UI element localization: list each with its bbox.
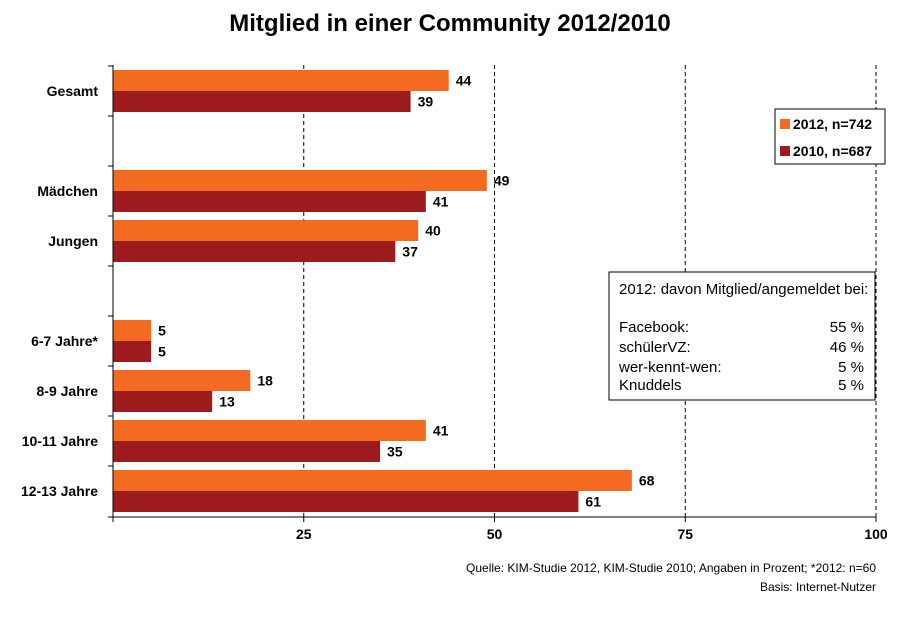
category-label: 6-7 Jahre* xyxy=(31,333,98,349)
source-note: Quelle: KIM-Studie 2012, KIM-Studie 2010… xyxy=(466,561,876,575)
bar-2010 xyxy=(113,91,411,112)
category-label: 8-9 Jahre xyxy=(37,383,99,399)
x-tick-label: 50 xyxy=(487,526,503,542)
bar-2012 xyxy=(113,70,449,91)
category-label: Mädchen xyxy=(37,183,98,199)
info-box-frame xyxy=(608,271,876,401)
data-label: 13 xyxy=(219,394,235,410)
info-box: 2012: davon Mitglied/angemeldet bei: Fac… xyxy=(608,271,876,401)
bars xyxy=(113,70,632,512)
x-tick-label: 25 xyxy=(296,526,312,542)
legend-label-2010: 2010, n=687 xyxy=(793,143,872,159)
legend-box xyxy=(774,108,886,165)
data-label: 35 xyxy=(387,444,403,460)
legend-label-2012: 2012, n=742 xyxy=(793,116,872,132)
info-row-label: Knuddels xyxy=(619,377,682,394)
legend-swatch-2010 xyxy=(780,146,790,156)
data-label: 41 xyxy=(433,423,449,439)
basis-note: Basis: Internet-Nutzer xyxy=(760,580,876,594)
bar-2012 xyxy=(113,220,419,241)
x-tick-label: 100 xyxy=(864,526,888,542)
info-row-value: 46 % xyxy=(830,339,864,356)
info-row-value: 5 % xyxy=(838,377,864,394)
info-box-heading: 2012: davon Mitglied/angemeldet bei: xyxy=(619,281,868,298)
bar-2010 xyxy=(113,391,213,412)
bar-2012 xyxy=(113,320,152,341)
bar-2010 xyxy=(113,191,426,212)
info-row-value: 5 % xyxy=(838,359,864,376)
bar-2010 xyxy=(113,341,152,362)
data-label: 49 xyxy=(494,173,510,189)
category-label: Jungen xyxy=(48,233,98,249)
data-label: 18 xyxy=(257,373,273,389)
bar-2012 xyxy=(113,420,426,441)
data-label: 5 xyxy=(158,323,166,339)
bar-2012 xyxy=(113,370,251,391)
bar-2012 xyxy=(113,470,632,491)
data-label: 5 xyxy=(158,344,166,360)
x-tick-label: 75 xyxy=(677,526,693,542)
data-label: 37 xyxy=(402,244,418,260)
bar-2010 xyxy=(113,241,396,262)
data-label: 39 xyxy=(418,94,434,110)
category-label: 12-13 Jahre xyxy=(21,483,98,499)
labels: 44 39 Gesamt 49 41 Mädchen 40 37 Jungen 5 5 6-7 Jah… xyxy=(21,73,655,510)
chart-title: Mitglied in einer Community 2012/2010 xyxy=(229,10,670,37)
data-label: 61 xyxy=(585,494,601,510)
category-label: Gesamt xyxy=(47,83,99,99)
info-row-label: Facebook: xyxy=(619,319,689,336)
category-label: 10-11 Jahre xyxy=(22,433,98,449)
axes: 25 50 75 100 xyxy=(108,65,888,542)
bar-2010 xyxy=(113,441,381,462)
bar-2012 xyxy=(113,170,487,191)
data-label: 68 xyxy=(639,473,655,489)
info-row-label: wer-kennt-wen: xyxy=(618,359,722,376)
bar-2010 xyxy=(113,491,579,512)
data-label: 40 xyxy=(425,223,441,239)
data-label: 41 xyxy=(433,194,449,210)
data-label: 44 xyxy=(456,73,472,89)
legend-swatch-2012 xyxy=(780,119,790,129)
legend: 2012, n=742 2010, n=687 xyxy=(774,108,886,165)
info-row-value: 55 % xyxy=(830,319,864,336)
info-row-label: schülerVZ: xyxy=(619,339,691,356)
